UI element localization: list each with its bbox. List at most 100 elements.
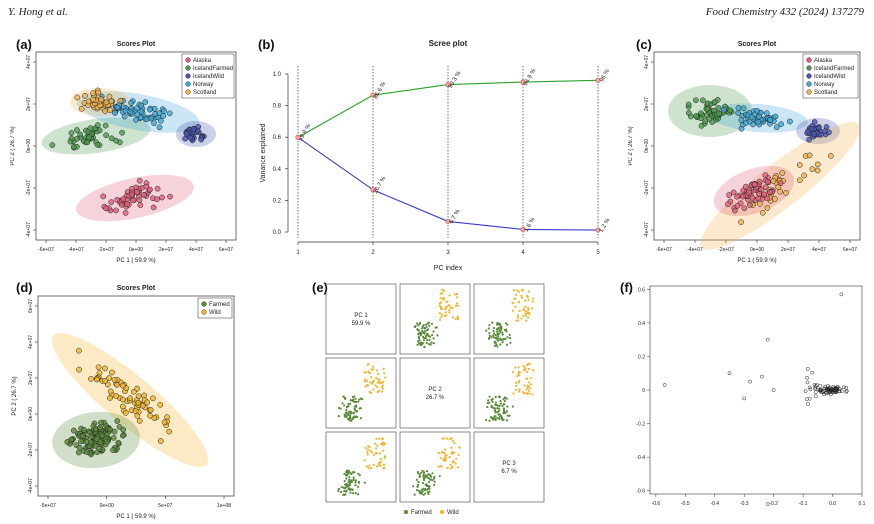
score-point xyxy=(102,122,109,129)
wild-point xyxy=(368,445,371,449)
loading-point xyxy=(805,375,809,380)
score-point xyxy=(721,106,727,113)
wild-point xyxy=(527,299,530,302)
scree-title: Scree plot xyxy=(429,39,468,48)
wild-point xyxy=(383,372,386,375)
farmed-point xyxy=(501,416,504,419)
farmed-point xyxy=(487,337,491,340)
score-point xyxy=(154,196,160,203)
farmed-point xyxy=(421,335,425,338)
score-point xyxy=(734,193,741,200)
plot-title: Scores Plot xyxy=(738,41,777,48)
score-point xyxy=(133,116,139,123)
x-tick-label: 5e+07 xyxy=(158,503,172,509)
farmed-point xyxy=(502,410,506,413)
wild-point xyxy=(457,304,460,307)
score-point xyxy=(159,194,165,201)
panel-a-scores-plot: Scores Plot PC 1 ( 59.9 %) PC 2 ( 26.7 %) -… xyxy=(10,41,237,264)
wild-point xyxy=(368,464,371,467)
y-tick-label: -0.4 xyxy=(636,455,645,461)
wild-point xyxy=(520,317,523,320)
y-tick-label: 0.4 xyxy=(273,167,282,173)
x-axis-label: PC index xyxy=(434,265,463,272)
farmed-point xyxy=(435,326,438,329)
wild-point xyxy=(445,437,449,440)
score-point xyxy=(796,162,803,168)
wild-point xyxy=(444,311,447,314)
legend-entry: Wild xyxy=(209,310,221,316)
y-tick-label: -2e+07 xyxy=(28,442,34,458)
farmed-point xyxy=(498,407,501,410)
data-label: 26.7 % xyxy=(373,175,388,195)
score-point xyxy=(154,185,161,192)
score-point xyxy=(167,193,173,200)
x-tick-label: -6e+07 xyxy=(656,247,672,253)
wild-point xyxy=(527,307,530,310)
score-point xyxy=(74,127,80,133)
score-point xyxy=(772,113,779,120)
pairs-cell xyxy=(325,431,397,503)
farmed-point xyxy=(417,483,420,486)
score-point xyxy=(806,152,813,159)
farmed-point xyxy=(433,480,436,483)
farmed-point xyxy=(422,493,425,496)
farmed-point xyxy=(352,491,355,495)
wild-point xyxy=(523,384,526,387)
x-tick-label: 2e+07 xyxy=(781,247,795,253)
loading-point xyxy=(818,383,823,388)
farmed-point xyxy=(353,400,356,403)
score-point xyxy=(801,172,808,179)
score-point xyxy=(119,129,125,136)
score-point xyxy=(134,412,141,419)
farmed-point xyxy=(420,471,423,474)
farmed-point xyxy=(427,480,431,484)
farmed-point xyxy=(355,415,358,418)
wild-point xyxy=(444,454,447,457)
score-point xyxy=(82,92,88,99)
farmed-point xyxy=(497,326,500,330)
legend-entry: Norway xyxy=(193,82,213,88)
score-point xyxy=(106,375,112,381)
farmed-point xyxy=(431,333,434,337)
wild-point xyxy=(453,293,457,296)
wild-point xyxy=(450,437,453,440)
farmed-point xyxy=(358,474,361,477)
score-point xyxy=(811,119,818,125)
wild-point xyxy=(381,438,384,441)
wild-point xyxy=(518,309,521,313)
farmed-point xyxy=(346,417,350,420)
y-tick-label: 4e+07 xyxy=(26,55,32,69)
score-point xyxy=(715,105,722,111)
farmed-point xyxy=(359,417,363,420)
score-point xyxy=(133,189,140,195)
farmed-point xyxy=(358,398,361,401)
farmed-point xyxy=(498,338,502,341)
farmed-point xyxy=(494,411,497,414)
score-point xyxy=(49,142,56,148)
farmed-point xyxy=(347,402,350,406)
wild-point xyxy=(378,464,381,467)
loading-point xyxy=(662,383,667,387)
farmed-point xyxy=(495,403,498,407)
score-point xyxy=(136,418,143,424)
x-tick-label: -0.4 xyxy=(710,501,719,507)
wild-point xyxy=(527,316,530,319)
score-point xyxy=(827,152,834,159)
farmed-point xyxy=(351,488,354,491)
wild-point xyxy=(374,442,377,445)
farmed-point xyxy=(501,338,504,341)
farmed-point xyxy=(416,343,419,346)
wild-point xyxy=(369,381,372,384)
score-point xyxy=(94,436,101,442)
wild-point xyxy=(366,453,369,456)
score-point xyxy=(110,447,116,453)
farmed-point xyxy=(425,470,429,473)
wild-point xyxy=(526,294,529,298)
farmed-point xyxy=(499,343,502,346)
farmed-point xyxy=(427,334,430,338)
score-point xyxy=(809,126,815,132)
wild-point xyxy=(527,381,531,384)
wild-point xyxy=(439,305,443,309)
x-tick-label: 6e+07 xyxy=(843,247,857,253)
y-axis-label: PC 2 ( 26.7 %) xyxy=(628,126,634,165)
